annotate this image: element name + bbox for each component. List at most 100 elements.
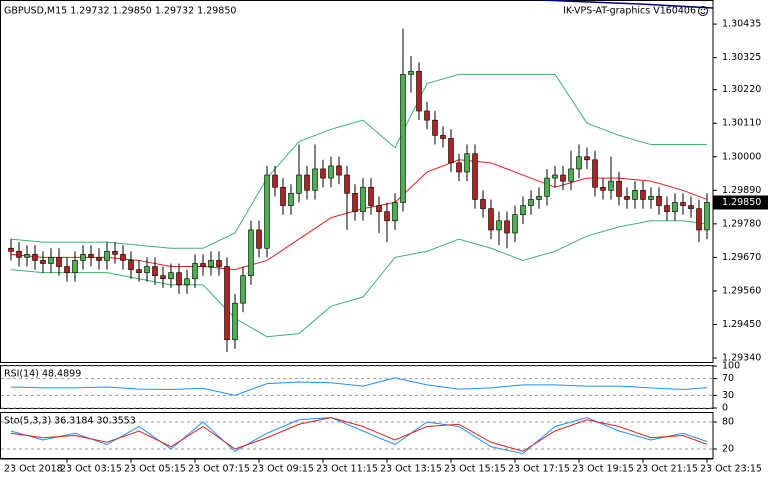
candle-body: [16, 250, 22, 258]
candle-body: [344, 174, 350, 194]
candle-body: [488, 208, 494, 231]
candle-body: [424, 110, 430, 121]
candle-body: [256, 229, 262, 249]
candle-body: [368, 186, 374, 206]
y-tick-label: 70: [722, 373, 734, 384]
candle-body: [296, 174, 302, 194]
watermark: IK-VPS-AT-graphics V160406: [563, 6, 696, 17]
x-tick-label: 23 Oct 03:15: [60, 464, 122, 475]
candle-body: [448, 138, 454, 164]
x-start-label: 23 Oct 2018: [4, 464, 63, 475]
candle-body: [560, 174, 566, 182]
candle-body: [40, 260, 46, 264]
candle-body: [200, 263, 206, 267]
candle-body: [304, 174, 310, 191]
y-tick-label: 1.29450: [722, 319, 761, 330]
candle-body: [512, 214, 518, 234]
y-tick-label: 30: [722, 390, 734, 401]
x-tick-label: 23 Oct 07:15: [188, 464, 250, 475]
candle-body: [280, 186, 286, 206]
candle-body: [240, 275, 246, 304]
panel-title: Sto(5,3,3) 36.3184 30.3553: [4, 416, 136, 427]
candle-body: [688, 205, 694, 209]
candle-body: [152, 266, 158, 276]
y-tick-label: 20: [722, 444, 734, 455]
y-tick-label: 80: [722, 417, 734, 428]
x-tick-label: 23 Oct 15:15: [444, 464, 506, 475]
candle-body: [472, 153, 478, 200]
smiley: [698, 6, 708, 16]
candle-body: [224, 266, 230, 341]
candle-body: [24, 254, 30, 258]
candle-body: [432, 119, 438, 136]
candle-body: [520, 205, 526, 215]
x-tick-label: 23 Oct 11:15: [316, 464, 378, 475]
candle-body: [496, 220, 502, 231]
candle-body: [616, 180, 622, 197]
y-tick-label: 1.30220: [722, 84, 761, 95]
candle-body: [144, 266, 150, 273]
candle-body: [104, 250, 110, 261]
y-tick-label: 1.29670: [722, 252, 761, 263]
y-tick-label: 100: [722, 361, 740, 372]
candle-body: [544, 177, 550, 197]
candle-body: [80, 254, 86, 261]
y-tick-label: 1.29340: [722, 353, 761, 364]
candle-body: [504, 220, 510, 234]
candle-body: [456, 162, 462, 173]
x-tick-label: 23 Oct 17:15: [508, 464, 570, 475]
candle-body: [656, 196, 662, 206]
candle-body: [376, 205, 382, 212]
candle-body: [704, 202, 710, 231]
candle-body: [536, 196, 542, 200]
y-tick-label: 1.29780: [722, 218, 761, 229]
candle-body: [584, 156, 590, 161]
candle-body: [184, 278, 190, 286]
candle-body: [352, 193, 358, 212]
candle-body: [120, 254, 126, 261]
candle-body: [48, 257, 54, 264]
candle-body: [440, 135, 446, 139]
candle-body: [664, 205, 670, 212]
candle-body: [464, 153, 470, 173]
candle-body: [624, 196, 630, 200]
y-tick-label: 0: [722, 403, 728, 414]
candle-body: [600, 186, 606, 191]
candle-body: [592, 159, 598, 188]
candle-body: [96, 257, 102, 261]
trend-line: [539, 0, 714, 9]
candle-body: [480, 199, 486, 209]
candle-body: [168, 272, 174, 280]
candle-body: [32, 254, 38, 261]
x-tick-label: 23 Oct 23:15: [700, 464, 762, 475]
candle-body: [328, 165, 334, 179]
x-tick-label: 23 Oct 19:15: [572, 464, 634, 475]
chart-title: GBPUSD,M15 1.29732 1.29850 1.29732 1.298…: [4, 6, 236, 17]
candle-body: [88, 254, 94, 258]
y-tick-label: 1.30435: [722, 19, 761, 30]
candle-body: [416, 71, 422, 112]
candle-body: [8, 247, 14, 252]
candle-body: [160, 275, 166, 280]
indicator-line: [10, 73, 707, 249]
main-frame: [0, 0, 714, 363]
y-tick-label: 1.30000: [722, 151, 761, 162]
candle-body: [360, 186, 366, 212]
candle-body: [576, 156, 582, 170]
candle-body: [216, 260, 222, 267]
candle-body: [208, 260, 214, 267]
candle-body: [72, 260, 78, 273]
candle-body: [528, 199, 534, 206]
y-tick-label: 1.30110: [722, 118, 761, 129]
candle-body: [680, 202, 686, 206]
indicator-line: [10, 377, 708, 396]
y-tick-label: 1.29890: [722, 185, 761, 196]
candle-body: [640, 190, 646, 200]
candle-body: [336, 165, 342, 176]
last-price-label: 1.29850: [722, 197, 761, 208]
candle-body: [632, 190, 638, 200]
panel-title: RSI(14) 48.4899: [4, 369, 81, 380]
candle-body: [568, 168, 574, 182]
